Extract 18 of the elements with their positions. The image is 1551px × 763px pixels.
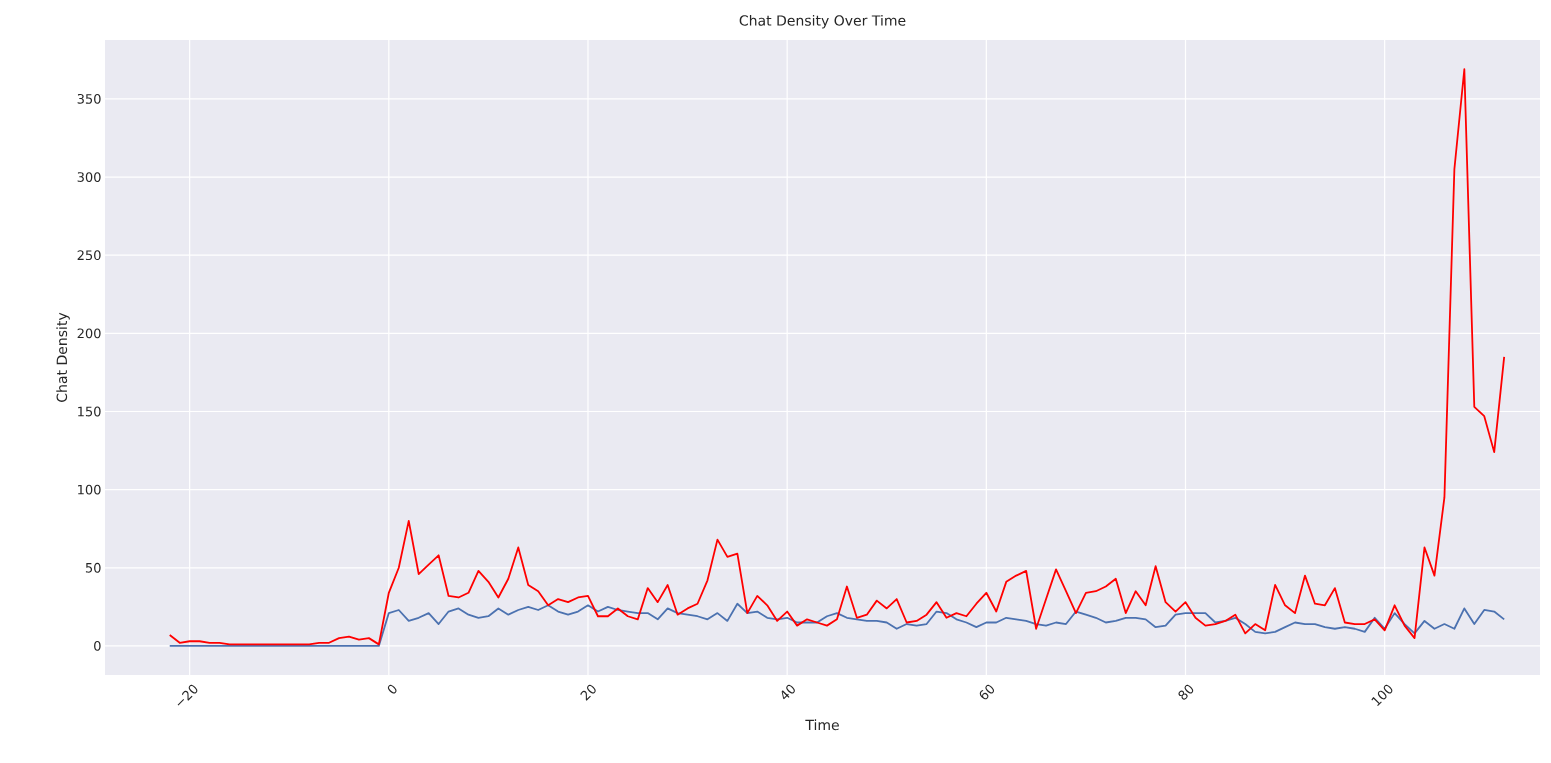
x-axis-title: Time bbox=[805, 719, 839, 731]
x-tick-label: 40 bbox=[781, 684, 795, 700]
x-tick-label: 80 bbox=[1178, 684, 1194, 700]
x-tick-label: 0 bbox=[387, 684, 397, 694]
x-tick-label: 20 bbox=[580, 684, 596, 701]
x-tick-label: −20 bbox=[177, 684, 198, 706]
y-tick-label: 50 bbox=[85, 562, 101, 573]
chart-title: Chat Density Over Time bbox=[739, 14, 906, 29]
y-tick-label: 300 bbox=[77, 172, 101, 182]
y-axis-title: Chat Density bbox=[56, 312, 70, 402]
y-tick-label: 100 bbox=[78, 484, 101, 495]
x-tick-label: 60 bbox=[979, 684, 995, 700]
y-tick-label: 250 bbox=[77, 250, 101, 261]
y-tick-label: 200 bbox=[77, 328, 101, 339]
y-tick-label: 350 bbox=[77, 93, 101, 104]
y-tick-label: 0 bbox=[94, 641, 101, 651]
x-tick-label: 100 bbox=[1371, 684, 1393, 707]
y-tick-label: 150 bbox=[78, 406, 101, 417]
